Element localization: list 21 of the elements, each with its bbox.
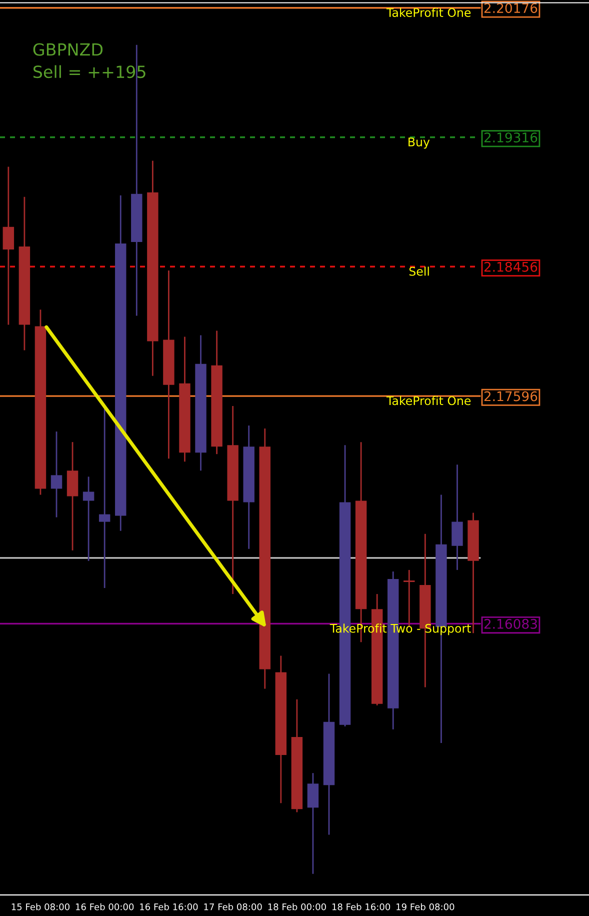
x-tick-label: 19 Feb 08:00 <box>396 903 454 910</box>
candlestick <box>98 408 110 589</box>
y-tick-label: 2.17596 <box>484 391 538 402</box>
y-tick-label: 2.16083 <box>484 618 537 629</box>
x-tick-label: 17 Feb 08:00 <box>204 903 262 910</box>
ref-line-label: TakeProfit One <box>386 8 471 17</box>
ref-line-label: Sell <box>409 266 429 276</box>
candlestick <box>50 430 62 518</box>
x-tick-label: 18 Feb 00:00 <box>268 903 326 910</box>
annotation: GBPNZD <box>33 43 103 56</box>
y-tick-label: 2.19316 <box>484 132 538 142</box>
x-tick-label: 18 Feb 16:00 <box>332 903 390 910</box>
candlestick <box>2 166 14 326</box>
ref-line-label: TakeProfit One <box>386 396 471 406</box>
x-tick-label: 15 Feb 08:00 <box>12 903 70 910</box>
ref-line-label: Buy <box>408 138 430 149</box>
x-tick-label: 16 Feb 00:00 <box>76 903 134 910</box>
y-tick-label: 2.20176 <box>484 3 538 14</box>
candlestick <box>82 476 94 562</box>
x-tick-label: 16 Feb 16:00 <box>140 903 198 910</box>
y-tick-label: 2.18456 <box>484 262 538 272</box>
